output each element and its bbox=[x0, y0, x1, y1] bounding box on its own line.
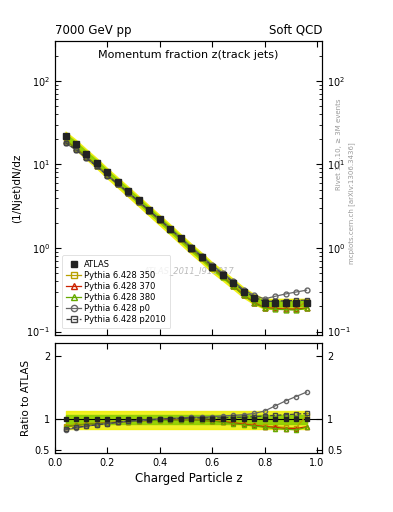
Y-axis label: (1/Njet)dN/dz: (1/Njet)dN/dz bbox=[12, 154, 22, 223]
Legend: ATLAS, Pythia 6.428 350, Pythia 6.428 370, Pythia 6.428 380, Pythia 6.428 p0, Py: ATLAS, Pythia 6.428 350, Pythia 6.428 37… bbox=[62, 255, 170, 328]
X-axis label: Charged Particle z: Charged Particle z bbox=[135, 472, 242, 485]
Text: ATLAS_2011_I919017: ATLAS_2011_I919017 bbox=[143, 266, 234, 275]
Text: Rivet 3.1.10, ≥ 3M events: Rivet 3.1.10, ≥ 3M events bbox=[336, 98, 342, 190]
Text: mcplots.cern.ch [arXiv:1306.3436]: mcplots.cern.ch [arXiv:1306.3436] bbox=[348, 142, 354, 264]
Text: 7000 GeV pp: 7000 GeV pp bbox=[55, 24, 132, 36]
Y-axis label: Ratio to ATLAS: Ratio to ATLAS bbox=[20, 360, 31, 436]
Text: Soft QCD: Soft QCD bbox=[269, 24, 322, 36]
Text: Momentum fraction z(track jets): Momentum fraction z(track jets) bbox=[99, 50, 279, 60]
